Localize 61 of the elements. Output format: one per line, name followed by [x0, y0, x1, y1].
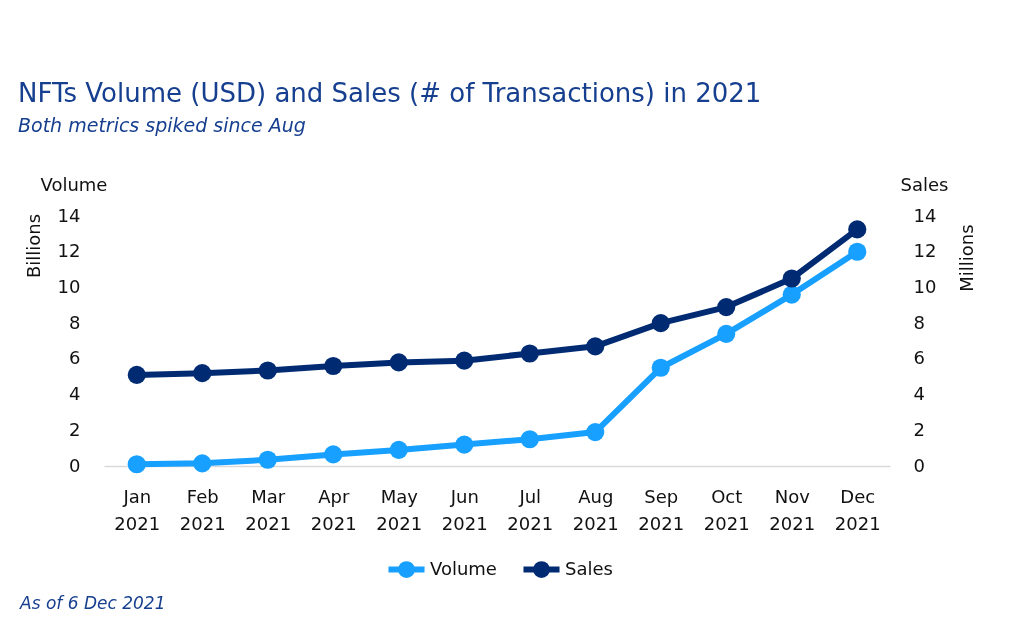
y-tick-label: 6: [69, 347, 81, 369]
point: [717, 298, 736, 317]
text: Millions: [956, 224, 977, 292]
x-tick-label: Sep 2021: [638, 485, 685, 534]
y-tick-label: 4: [69, 383, 81, 405]
y2-tick-label: 4: [913, 383, 925, 405]
chart-subtitle: Both metrics spiked since Aug: [18, 114, 306, 136]
point: [258, 450, 277, 469]
legend-label: Sales: [565, 557, 613, 579]
x-tick-label: Nov 2021: [769, 485, 816, 534]
point: [782, 285, 801, 304]
y-tick-label: 14: [57, 204, 81, 226]
text: Billions: [23, 213, 44, 279]
y-axis-title: Volume: [40, 173, 108, 195]
point: [586, 337, 605, 356]
x-tick-label: Jan 2021: [114, 485, 161, 534]
point: [127, 365, 146, 384]
point: [455, 435, 474, 454]
point: [651, 314, 670, 333]
chart-title: NFTs Volume (USD) and Sales (# of Transactions) in 2021: [18, 78, 762, 108]
point: [455, 351, 474, 370]
x-tick-label: Apr 2021: [310, 485, 357, 534]
point: [651, 358, 670, 377]
x-tick-label: May 2021: [376, 485, 423, 534]
x-tick-label: Dec 2021: [834, 485, 881, 534]
y2-axis-title: Sales: [900, 173, 949, 195]
point: [848, 242, 867, 261]
point: [193, 364, 212, 383]
y2-tick-label: 0: [913, 454, 925, 476]
text: As of 6 Dec 2021: [19, 593, 166, 613]
y2-tick-label: 14: [913, 204, 937, 226]
x-tick-label: Mar 2021: [245, 485, 292, 534]
y-tick-label: 12: [57, 240, 81, 262]
point: [389, 353, 408, 372]
x-tick-label: Aug 2021: [572, 485, 619, 534]
point: [586, 423, 605, 442]
y2-tick-label: 12: [913, 240, 937, 262]
point: [520, 344, 539, 363]
y-tick-label: 10: [57, 275, 81, 297]
y-tick-label: 8: [69, 311, 81, 333]
point: [848, 220, 867, 239]
y2-tick-label: 8: [913, 311, 925, 333]
point: [258, 361, 277, 380]
y2-tick-label: 2: [913, 418, 925, 440]
point: [389, 440, 408, 459]
point: [324, 356, 343, 376]
y-tick-label: 0: [69, 454, 81, 476]
legend-label: Volume: [430, 557, 497, 579]
x-tick-label: Jul 2021: [507, 485, 554, 534]
x-tick-label: Oct 2021: [703, 485, 750, 534]
y2-tick-label: 10: [913, 275, 937, 297]
point: [782, 269, 801, 288]
point: [127, 455, 146, 474]
y-tick-label: 2: [69, 418, 81, 440]
point: [324, 445, 343, 464]
point: [520, 430, 539, 449]
point: [717, 324, 736, 343]
y2-tick-label: 6: [913, 347, 925, 369]
point: [193, 454, 212, 473]
x-tick-label: Feb 2021: [179, 485, 226, 534]
x-tick-label: Jun 2021: [441, 485, 488, 534]
